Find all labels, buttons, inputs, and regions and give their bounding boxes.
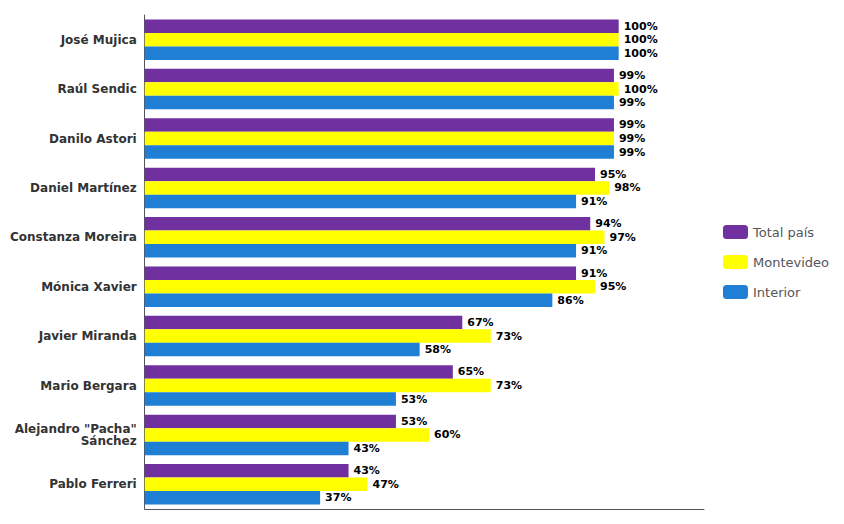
svg-text:José Mujica: José Mujica [60,33,137,47]
svg-text:53%: 53% [401,415,427,428]
svg-text:91%: 91% [581,244,607,257]
svg-text:91%: 91% [581,267,607,280]
svg-text:Interior: Interior [753,285,801,300]
svg-text:47%: 47% [372,478,398,491]
svg-text:95%: 95% [600,168,626,181]
svg-text:86%: 86% [557,294,583,307]
svg-text:100%: 100% [624,83,658,96]
svg-text:99%: 99% [619,69,645,82]
svg-text:100%: 100% [624,20,658,33]
svg-text:99%: 99% [619,96,645,109]
svg-text:43%: 43% [354,442,380,455]
svg-text:Raúl Sendic: Raúl Sendic [57,82,136,96]
svg-text:Constanza Moreira: Constanza Moreira [10,230,137,244]
svg-text:95%: 95% [600,280,626,293]
svg-text:60%: 60% [434,428,460,441]
svg-text:100%: 100% [624,47,658,60]
svg-text:Montevideo: Montevideo [753,255,829,270]
svg-text:99%: 99% [619,132,645,145]
svg-text:Mónica Xavier: Mónica Xavier [41,280,137,294]
svg-text:99%: 99% [619,118,645,131]
svg-text:43%: 43% [354,464,380,477]
svg-text:67%: 67% [467,316,493,329]
svg-text:99%: 99% [619,146,645,159]
svg-text:Sánchez: Sánchez [81,434,137,448]
svg-text:Javier Miranda: Javier Miranda [38,329,137,343]
svg-text:91%: 91% [581,195,607,208]
svg-text:Daniel Martínez: Daniel Martínez [30,181,137,195]
svg-text:Danilo Astori: Danilo Astori [49,132,137,146]
svg-text:98%: 98% [614,181,640,194]
svg-text:Alejandro "Pacha": Alejandro "Pacha" [14,421,137,436]
svg-text:58%: 58% [425,343,451,356]
svg-text:Mario Bergara: Mario Bergara [40,379,136,393]
svg-text:97%: 97% [609,231,635,244]
svg-text:Pablo Ferreri: Pablo Ferreri [49,477,137,491]
svg-text:53%: 53% [401,393,427,406]
svg-text:73%: 73% [496,330,522,343]
svg-text:100%: 100% [624,33,658,46]
svg-text:Total país: Total país [752,225,814,240]
svg-text:37%: 37% [325,491,351,504]
svg-text:94%: 94% [595,217,621,230]
svg-text:73%: 73% [496,379,522,392]
svg-text:65%: 65% [458,365,484,378]
